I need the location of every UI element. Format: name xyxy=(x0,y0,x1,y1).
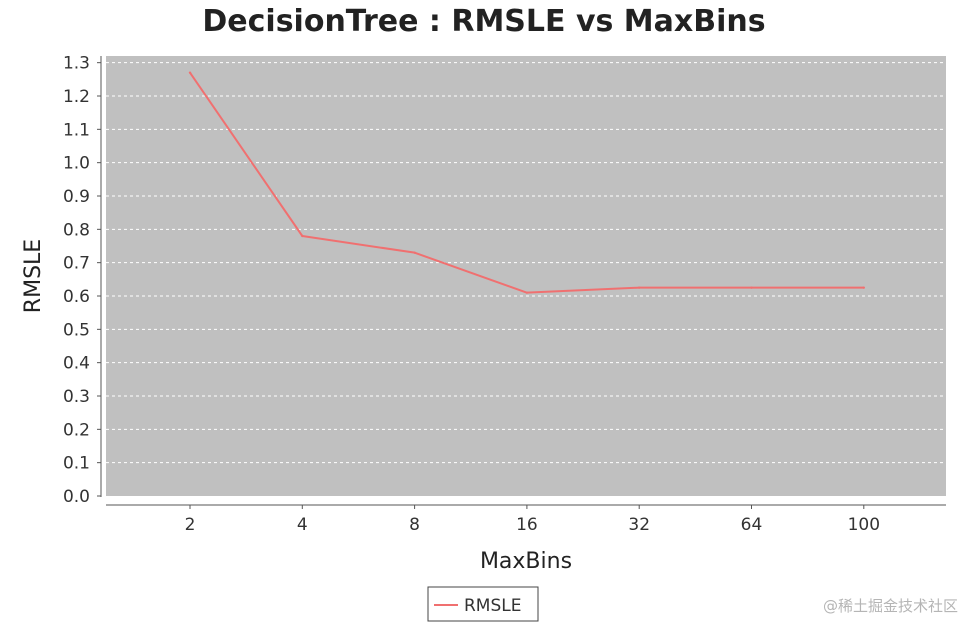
y-tick-label: 1.0 xyxy=(63,154,90,174)
x-tick-label: 100 xyxy=(848,515,880,535)
y-tick-label: 0.8 xyxy=(63,220,90,240)
y-tick-label: 0.3 xyxy=(63,387,90,407)
y-tick-label: 0.9 xyxy=(63,187,90,207)
watermark: @稀土掘金技术社区 xyxy=(823,597,958,615)
y-tick-label: 0.1 xyxy=(63,454,90,474)
data-point xyxy=(188,71,192,74)
x-tick-label: 4 xyxy=(297,515,308,535)
x-tick-label: 2 xyxy=(185,515,196,535)
plot-area xyxy=(106,56,946,496)
data-point xyxy=(862,286,865,289)
chart-title: DecisionTree : RMSLE vs MaxBins xyxy=(202,4,765,39)
x-tick-label: 32 xyxy=(628,515,650,535)
legend: RMSLE xyxy=(427,586,539,622)
x-tick-label: 16 xyxy=(516,515,538,535)
y-tick-label: 0.4 xyxy=(63,354,90,374)
y-tick-label: 0.5 xyxy=(63,320,90,340)
y-tick-label: 0.6 xyxy=(63,287,90,307)
y-tick-label: 0.2 xyxy=(63,420,90,440)
legend-label: RMSLE xyxy=(464,596,521,616)
y-tick-label: 0.0 xyxy=(63,487,90,507)
data-point xyxy=(750,286,753,289)
y-tick-label: 1.3 xyxy=(63,54,90,74)
data-point xyxy=(413,251,416,254)
y-tick-label: 1.2 xyxy=(63,87,90,107)
x-axis-title: MaxBins xyxy=(480,549,572,574)
y-axis-title: RMSLE xyxy=(21,239,46,313)
x-tick-label: 8 xyxy=(409,515,420,535)
gridlines xyxy=(106,62,946,464)
y-axis: 0.0 0.1 0.2 0.3 0.4 0.5 0.6 0.7 0.8 0.9 1.0 1.1 1.2 1… xyxy=(63,54,102,507)
y-tick-label: 0.7 xyxy=(63,254,90,274)
data-point xyxy=(301,234,304,238)
data-point xyxy=(525,291,529,294)
series-layer xyxy=(188,71,865,294)
x-axis: 2 4 8 16 32 64 100 xyxy=(106,504,946,535)
data-point xyxy=(638,286,641,289)
x-tick-label: 64 xyxy=(741,515,763,535)
y-tick-label: 1.1 xyxy=(63,120,90,140)
